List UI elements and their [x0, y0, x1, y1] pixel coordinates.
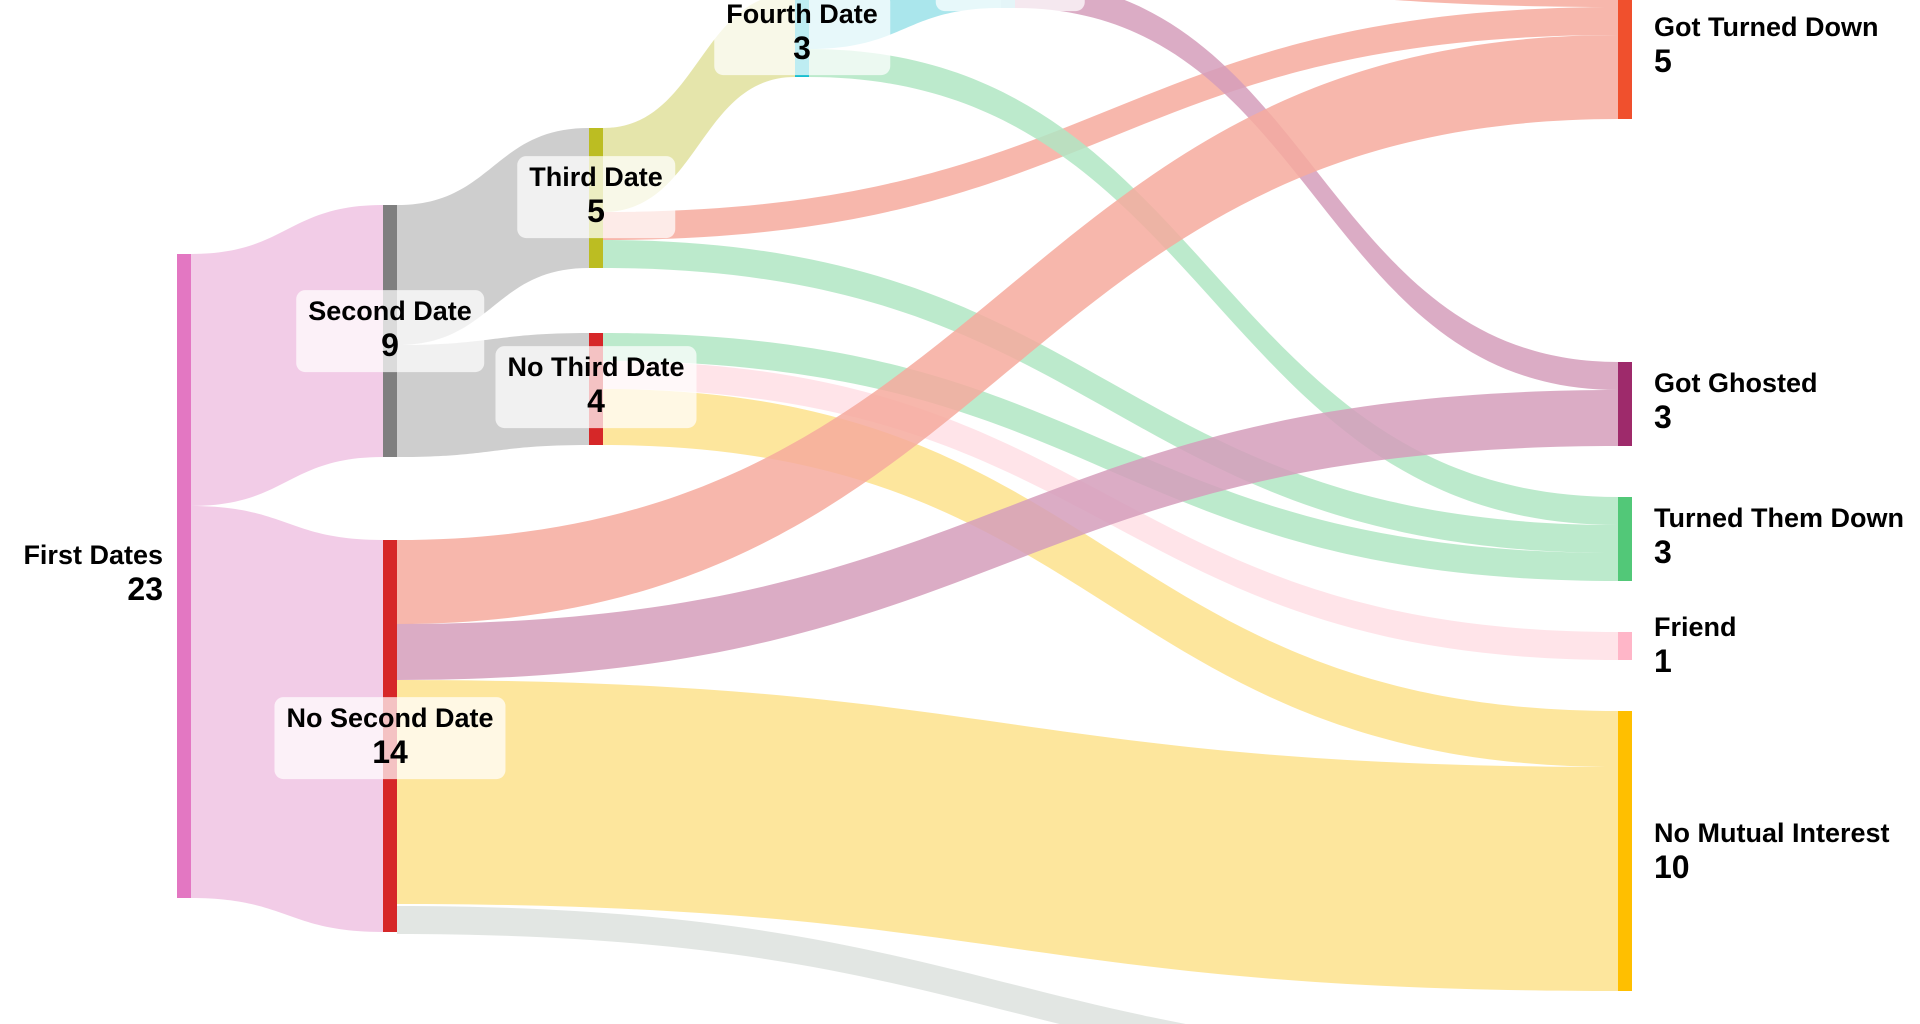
node-value: 2 — [948, 0, 1073, 3]
node-gtd[interactable] — [1618, 0, 1632, 119]
node-value: 4 — [587, 383, 605, 420]
link-third-to-gtd[interactable] — [603, 7, 1618, 240]
node-value: 14 — [372, 734, 408, 771]
node-nmi[interactable] — [1618, 711, 1632, 991]
node-value: 3 — [793, 30, 811, 67]
link-fifth-to-ghosted[interactable] — [1015, 0, 1618, 390]
link-nothird-to-ttd[interactable] — [603, 333, 1618, 581]
link-nothird-to-nmi[interactable] — [603, 389, 1618, 767]
link-fifth-to-gtd[interactable] — [1015, 0, 1618, 7]
node-first[interactable] — [177, 254, 191, 898]
node-label-gtd: Got Turned Down 5 — [1654, 12, 1878, 80]
sankey-links — [191, 0, 1618, 1024]
node-ttd[interactable] — [1618, 497, 1632, 581]
node-ghosted[interactable] — [1618, 362, 1632, 446]
node-label-fifth: Fifth Date2 — [935, 0, 1085, 11]
node-label-nmi: No Mutual Interest 10 — [1654, 818, 1890, 886]
node-label-friend: Friend 1 — [1654, 612, 1737, 680]
node-name: Got Ghosted — [1654, 368, 1818, 398]
node-name: No Second Date — [286, 703, 494, 734]
node-name: No Mutual Interest — [1654, 818, 1890, 848]
link-first-to-second[interactable] — [191, 205, 383, 506]
node-label-ghosted: Got Ghosted 3 — [1654, 368, 1818, 436]
node-value: 3 — [1654, 399, 1672, 436]
node-name: Second Date — [308, 296, 472, 327]
node-label-third: Third Date 5 — [517, 156, 675, 238]
node-friend[interactable] — [1618, 632, 1632, 660]
link-nosecond-to-unknown[interactable] — [397, 906, 1618, 1024]
node-name: Got Turned Down — [1654, 12, 1879, 42]
node-label-nosecond: No Second Date 14 — [274, 697, 506, 779]
node-value: 3 — [1654, 534, 1672, 571]
node-name: Third Date — [529, 162, 663, 193]
node-value: 23 — [127, 571, 163, 608]
node-value: 9 — [381, 327, 399, 364]
node-label-nothird: No Third Date 4 — [495, 346, 697, 428]
node-value: 1 — [1654, 643, 1672, 680]
node-name: Fourth Date — [726, 0, 878, 30]
node-name: First Dates — [23, 540, 163, 570]
node-value: 5 — [1654, 43, 1672, 80]
link-nosecond-to-nmi[interactable] — [397, 680, 1618, 991]
node-label-first: First Dates 23 — [23, 540, 163, 608]
link-third-to-ttd[interactable] — [603, 240, 1618, 553]
node-name: No Third Date — [507, 352, 685, 383]
link-fourth-to-ttd[interactable] — [809, 49, 1618, 525]
node-name: Turned Them Down — [1654, 503, 1904, 533]
node-value: 10 — [1654, 849, 1690, 886]
link-nosecond-to-ghosted[interactable] — [397, 390, 1618, 680]
node-label-second: Second Date 9 — [296, 290, 484, 372]
node-value: 5 — [587, 193, 605, 230]
node-name: Friend — [1654, 612, 1737, 642]
link-nosecond-to-gtd[interactable] — [397, 35, 1618, 624]
node-label-fourth: Fourth Date 3 — [714, 0, 890, 75]
node-label-ttd: Turned Them Down 3 — [1654, 503, 1904, 571]
